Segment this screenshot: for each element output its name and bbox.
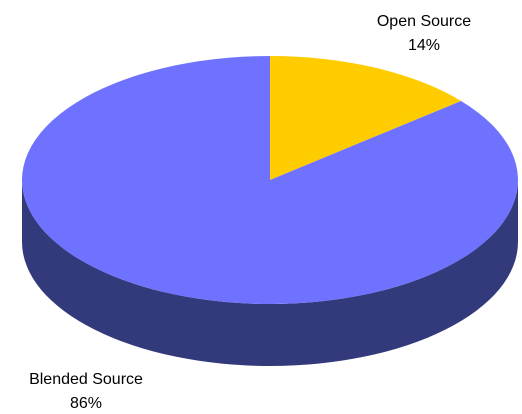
slice-percent-blended-source: 86% [70,395,102,412]
pie-slice-blended-source [21,56,518,304]
pie-slice-open-source [270,56,462,180]
slice-label-open-source: Open Source [377,13,471,30]
pie-tops [21,56,518,304]
pie-sides [22,180,518,366]
pie-labels: Open Source 14% Blended Source 86% [29,13,471,412]
slice-label-blended-source: Blended Source [29,371,143,388]
pie-side-blended-source [22,180,518,366]
slice-percent-open-source: 14% [408,37,440,54]
